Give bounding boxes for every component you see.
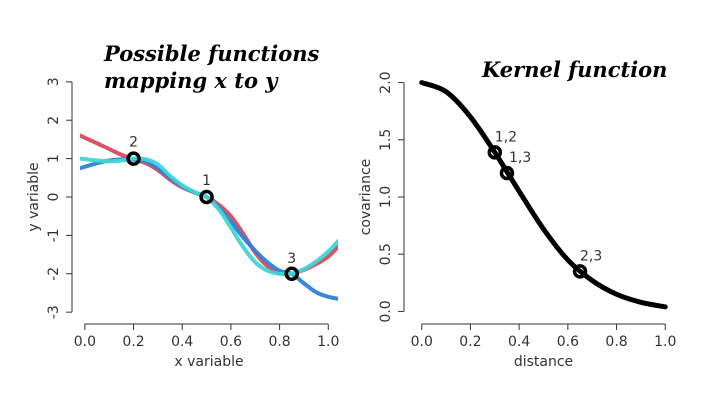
- data-point-1: [487, 145, 503, 160]
- x-tick-label: 0.0: [74, 334, 96, 350]
- point-label: 2,3: [580, 248, 602, 264]
- y-tick-label: 1.0: [378, 186, 394, 208]
- left-chart-title-line-2: mapping x to y: [104, 68, 278, 93]
- x-axis-label: distance: [514, 354, 573, 370]
- y-tick-label: 1.5: [378, 129, 394, 151]
- x-tick-label: 0.2: [122, 334, 144, 350]
- point-label: 3: [287, 251, 296, 267]
- data-point-2: [499, 165, 515, 181]
- y-tick-label: 3: [46, 77, 62, 86]
- x-tick-label: 0.8: [268, 334, 290, 350]
- left-chart-title-line-1: Possible functions: [104, 41, 320, 66]
- point-label: 1,2: [495, 129, 517, 145]
- y-axis-label: covariance: [358, 159, 374, 236]
- data-point-3: [284, 266, 300, 282]
- x-axis-label: x variable: [174, 354, 243, 370]
- y-tick-label: -3: [46, 305, 62, 319]
- y-tick-label: 2: [46, 116, 62, 125]
- right-chart-title: Kernel function: [482, 57, 668, 82]
- y-tick-label: -1: [46, 228, 62, 242]
- series-line-0: [419, 80, 668, 310]
- point-label: 2: [129, 135, 138, 151]
- point-label: 1,3: [509, 150, 531, 166]
- data-point-2: [199, 189, 214, 205]
- y-tick-label: -2: [46, 267, 62, 281]
- data-point-1: [126, 151, 141, 166]
- y-tick-label: 0.0: [378, 300, 394, 322]
- x-tick-label: 1.0: [317, 334, 339, 350]
- series-group: [419, 80, 668, 310]
- y-tick-label: 0: [46, 193, 62, 202]
- x-tick-label: 0.8: [605, 334, 627, 350]
- x-tick-label: 0.6: [557, 334, 579, 350]
- y-tick-label: 1: [46, 154, 62, 163]
- point-label: 1: [202, 173, 211, 189]
- left-chart-title: Possible functions mapping x to y: [104, 40, 319, 94]
- x-tick-label: 0.6: [220, 334, 242, 350]
- x-tick-label: 1.0: [654, 334, 676, 350]
- y-tick-label: 2.0: [378, 71, 394, 93]
- x-tick-label: 0.0: [411, 334, 433, 350]
- data-point-3: [572, 264, 588, 279]
- x-tick-label: 0.4: [508, 334, 530, 350]
- y-tick-label: 0.5: [378, 243, 394, 265]
- x-tick-label: 0.2: [459, 334, 481, 350]
- y-axis-label: y variable: [26, 162, 42, 231]
- x-tick-label: 0.4: [171, 334, 193, 350]
